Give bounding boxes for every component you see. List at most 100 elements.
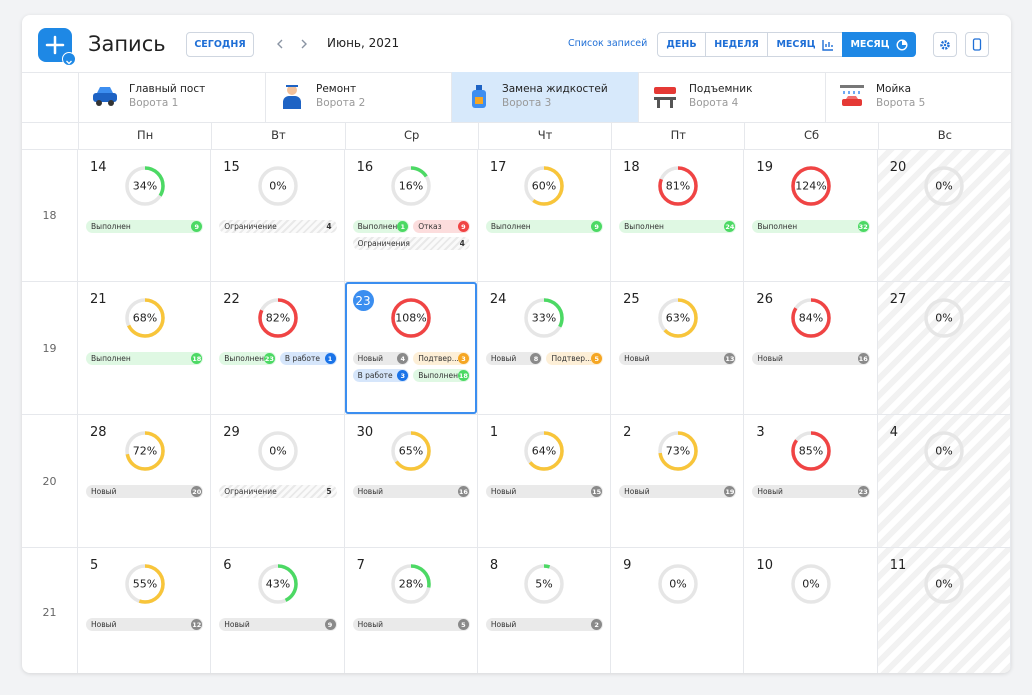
status-tag[interactable]: Новый 4 [352,352,410,365]
status-tag[interactable]: Подтвер... 3 [413,352,470,365]
tag-label: Новый [357,620,384,629]
status-tag[interactable]: В работе 1 [279,352,337,365]
ring-arc [524,298,565,338]
gate-tab[interactable]: Замена жидкостей Ворота 3 [451,72,638,122]
tag-count: 9 [191,221,203,232]
view-month-pie[interactable]: МЕСЯЦ [842,32,916,57]
status-tag[interactable]: Новый 23 [752,485,870,498]
load-label: 72% [132,445,156,458]
load-ring: 65% [391,431,431,471]
status-tag[interactable]: Выполнен 18 [86,352,204,365]
status-tag[interactable]: Новый 2 [485,618,604,631]
list-link[interactable]: Список записей [568,38,648,49]
day-cell[interactable]: 11 0% [877,548,1011,673]
day-cell[interactable]: 14 34% Выполнен 9 [78,150,212,282]
gate-tab[interactable]: Мойка Ворота 5 [825,72,1011,122]
day-number: 8 [489,558,499,573]
status-tag[interactable]: В работе 3 [352,369,410,382]
view-month-bars[interactable]: МЕСЯЦ [767,32,843,57]
day-cell[interactable]: 6 43% Новый 9 [211,548,345,673]
day-cell[interactable]: 19 124% Выполнен 32 [744,150,878,282]
add-menu-caret[interactable] [62,52,76,66]
day-cell[interactable]: 15 0% Ограничение 4 [211,150,345,282]
day-cell[interactable]: 10 0% [744,548,878,673]
day-cell[interactable]: 22 82% Выполнен 23 В работе 1 [211,282,345,415]
today-button[interactable]: СЕГОДНЯ [186,32,254,57]
status-tag[interactable]: Ограничение 5 [219,485,337,498]
status-tag[interactable]: Новый 5 [352,618,470,631]
status-tag[interactable]: Выполнен 1 [352,220,410,233]
day-number: 18 [623,160,640,175]
gate-tab[interactable]: Подъемник Ворота 4 [638,72,825,122]
weekday-header: Чт [477,122,612,150]
status-tag[interactable]: Новый 16 [352,485,470,498]
day-cell[interactable]: 5 55% Новый 12 [78,548,212,673]
ring-track [924,166,965,206]
add-button[interactable] [38,28,76,66]
status-tag[interactable]: Новый 9 [219,618,337,631]
status-tag[interactable]: Подтвер... 5 [546,352,604,365]
mobile-button[interactable] [965,32,989,57]
day-cell[interactable]: 25 63% Новый 13 [611,282,745,415]
day-cell[interactable]: 2 73% Новый 19 [611,415,745,548]
view-week[interactable]: НЕДЕЛЯ [705,32,768,57]
day-cell[interactable]: 26 84% Новый 16 [744,282,878,415]
day-cell[interactable]: 29 0% Ограничение 5 [211,415,345,548]
status-tag[interactable]: Новый 20 [86,485,204,498]
status-tag[interactable]: Ограничение 4 [219,220,337,233]
day-cell[interactable]: 7 28% Новый 5 [345,548,478,673]
tag-label: Выполнен [91,222,131,231]
day-cell[interactable]: 18 81% Выполнен 24 [611,150,745,282]
day-cell[interactable]: 30 65% Новый 16 [344,415,478,548]
nav-arrows[interactable] [274,37,314,51]
gate-tab[interactable]: Ремонт Ворота 2 [265,72,452,122]
load-ring: 16% [391,166,431,206]
tag-list: Выполнен 18 [86,352,204,365]
status-tag[interactable]: Новый 13 [619,352,737,365]
week-number: 21 [42,606,57,619]
gate-tab[interactable]: Главный пост Ворота 1 [78,72,265,122]
weekday-label: Вт [271,128,286,142]
day-cell[interactable]: 1 64% Новый 15 [477,415,612,548]
day-cell[interactable]: 24 33% Новый 8 Подтвер... 5 [477,282,612,415]
settings-button[interactable] [933,32,957,57]
status-tag[interactable]: Выполнен 23 [219,352,276,365]
tag-label: Новый [490,354,517,363]
status-tag[interactable]: Отказ 9 [413,220,470,233]
ring-track [924,564,965,604]
day-cell[interactable]: 17 60% Выполнен 9 [477,150,612,282]
tag-list: Новый 15 [485,485,604,498]
view-day[interactable]: ДЕНЬ [657,32,706,57]
status-tag[interactable]: Новый 19 [619,485,737,498]
status-tag[interactable]: Выполнен 9 [86,220,204,233]
status-tag[interactable]: Выполнен 24 [619,220,737,233]
ring-arc [124,298,165,338]
load-ring: 84% [791,298,831,338]
status-tag[interactable]: Новый 12 [86,618,204,631]
status-tag[interactable]: Новый 15 [485,485,604,498]
load-ring: 0% [924,564,965,604]
day-cell[interactable]: 21 68% Выполнен 18 [78,282,212,415]
tag-label: В работе [357,371,393,380]
status-tag[interactable]: Выполнен 18 [413,369,470,382]
day-cell[interactable]: 20 0% [877,150,1011,282]
status-tag[interactable]: Ограничения 4 [352,237,470,250]
day-cell[interactable]: 8 5% Новый 2 [478,548,612,673]
tag-list: Новый 12 [86,618,204,631]
day-cell[interactable]: 27 0% [877,282,1011,415]
load-label: 0% [936,445,953,458]
day-cell[interactable]: 3 85% Новый 23 [744,415,878,548]
day-cell[interactable]: 23 108% Новый 4 Подтвер... 3 В работе 3 Выполнен… [344,282,478,415]
day-cell[interactable]: 4 0% [877,415,1011,548]
status-tag[interactable]: Выполнен 32 [752,220,870,233]
day-cell[interactable]: 16 16% Выполнен 1 Отказ 9 Ограничения 4 [344,150,478,282]
day-cell[interactable]: 9 0% [611,548,745,673]
day-cell[interactable]: 28 72% Новый 20 [78,415,212,548]
pie-icon [896,38,908,51]
status-tag[interactable]: Новый 8 [485,352,543,365]
ring-arc [524,431,565,471]
status-tag[interactable]: Выполнен 9 [485,220,604,233]
tag-count: 16 [857,353,869,364]
tag-label: Выполнен [357,222,398,231]
status-tag[interactable]: Новый 16 [752,352,870,365]
